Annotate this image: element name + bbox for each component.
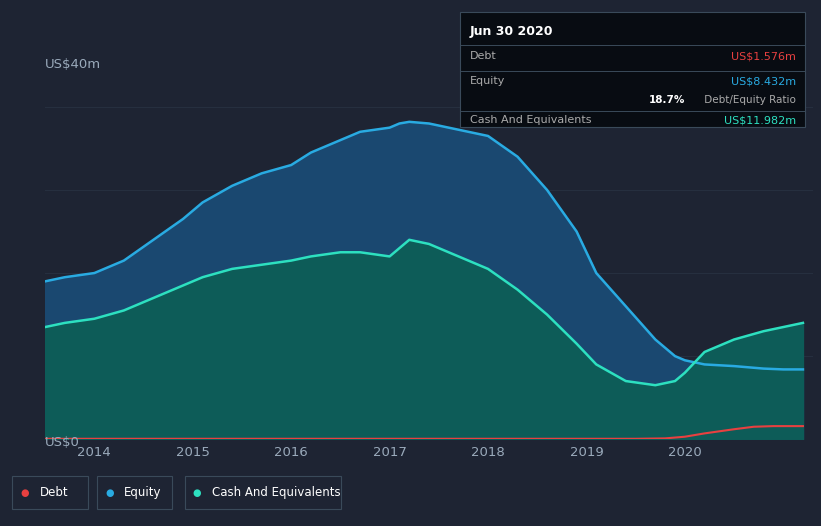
Text: ●: ● xyxy=(21,488,29,498)
Text: US$40m: US$40m xyxy=(45,58,101,71)
Text: US$1.576m: US$1.576m xyxy=(732,51,796,61)
Text: Jun 30 2020: Jun 30 2020 xyxy=(470,25,553,38)
Text: Equity: Equity xyxy=(470,76,505,86)
Text: US$0: US$0 xyxy=(45,436,80,449)
Text: Cash And Equivalents: Cash And Equivalents xyxy=(212,486,341,499)
Text: Cash And Equivalents: Cash And Equivalents xyxy=(470,115,591,125)
Text: ●: ● xyxy=(105,488,113,498)
Text: Debt: Debt xyxy=(470,51,497,61)
Text: ●: ● xyxy=(193,488,201,498)
Text: Debt/Equity Ratio: Debt/Equity Ratio xyxy=(701,95,796,105)
Text: Debt: Debt xyxy=(39,486,68,499)
Text: US$11.982m: US$11.982m xyxy=(724,115,796,125)
Text: Equity: Equity xyxy=(124,486,162,499)
Text: 18.7%: 18.7% xyxy=(649,95,686,105)
Text: US$8.432m: US$8.432m xyxy=(732,76,796,86)
